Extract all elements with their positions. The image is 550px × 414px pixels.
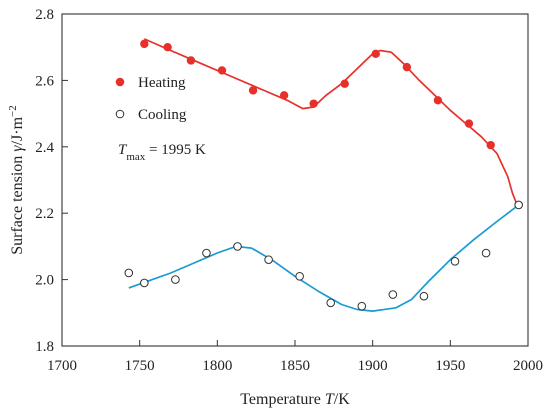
x-tick-label: 1850 (280, 358, 310, 374)
data-point-heating (186, 56, 196, 65)
trend-line-heating (143, 38, 518, 206)
y-tick-label: 2.0 (35, 273, 54, 289)
data-point-heating (217, 66, 227, 75)
y-tick-label: 2.6 (35, 73, 54, 89)
x-tick-label: 2000 (513, 358, 543, 374)
x-tick-label: 1700 (47, 358, 77, 374)
legend-label-heating: Heating (138, 75, 186, 91)
data-point-heating (140, 39, 149, 49)
data-point-cooling (388, 290, 398, 299)
annotation-tmax: Tmax = 1995 K (118, 142, 206, 163)
data-point-cooling (140, 278, 149, 288)
plot-frame (61, 13, 529, 347)
x-axis-label: Temperature T/K (240, 391, 350, 408)
legend-label-cooling: Cooling (138, 107, 187, 123)
data-point-heating (464, 119, 474, 128)
data-point-heating (248, 86, 258, 95)
data-point-cooling (481, 248, 491, 258)
data-point-heating (309, 99, 318, 108)
data-point-heating (340, 79, 349, 88)
data-point-heating (279, 91, 289, 100)
x-tick-label: 1900 (358, 358, 388, 374)
y-axis-label: Surface tension γ/J·m−2 (7, 105, 26, 255)
data-point-heating (402, 62, 412, 72)
data-point-cooling (264, 255, 273, 264)
data-point-cooling (326, 298, 336, 308)
data-point-heating (371, 49, 380, 59)
trend-line-cooling (128, 204, 520, 312)
data-point-cooling (514, 200, 523, 210)
x-tick-label: 1950 (435, 358, 465, 374)
data-point-cooling (233, 242, 242, 251)
data-point-heating (433, 96, 443, 105)
y-tick-label: 2.8 (35, 7, 54, 23)
data-point-cooling (202, 248, 211, 258)
data-point-heating (486, 140, 495, 150)
x-tick-label: 1750 (125, 358, 155, 374)
legend-marker-cooling (115, 109, 125, 119)
data-point-cooling (450, 257, 460, 266)
x-tick-label: 1800 (202, 358, 232, 374)
data-point-cooling (419, 291, 429, 301)
data-point-cooling (124, 268, 134, 278)
data-point-heating (163, 43, 172, 52)
legend-marker-heating (115, 77, 125, 87)
data-point-cooling (295, 271, 304, 281)
data-point-cooling (357, 301, 367, 311)
y-tick-label: 1.8 (35, 339, 54, 355)
y-tick-label: 2.2 (35, 206, 54, 222)
data-point-cooling (171, 275, 180, 284)
y-tick-label: 2.4 (35, 140, 54, 156)
